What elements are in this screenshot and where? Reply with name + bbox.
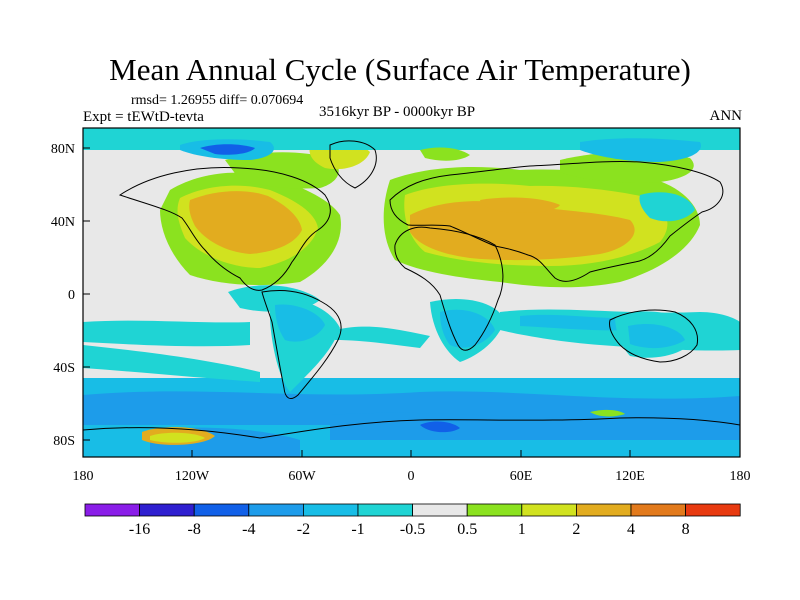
colorbar-label: -4 [242, 521, 255, 538]
colorbar-label: 8 [682, 521, 690, 538]
coastlines [83, 140, 740, 439]
colorbar-bin-3 [248, 503, 304, 517]
lon-axis-labels: 180 120W 60W 0 60E 120E 180 [73, 469, 751, 484]
south-pacific-cool-2 [83, 345, 260, 382]
colorbar-bin-4 [302, 503, 359, 517]
lat-label: 80S [53, 434, 75, 449]
south-america-cool-deep [275, 304, 325, 342]
arctic-cool-3 [580, 138, 701, 162]
antarctic-small-warm [590, 409, 625, 417]
lon-label: 60E [510, 469, 533, 484]
antarctica-outline [83, 417, 740, 439]
australia-outline [609, 309, 699, 363]
south-america-outline [261, 289, 342, 399]
arctic-warm-spot [420, 147, 470, 161]
colorbar-labels: -16 -8 -4 -2 -1 -0.5 0.5 1 2 4 8 [129, 521, 690, 538]
experiment-label: Expt = tEWtD-tevta [83, 109, 204, 125]
season-label: ANN [709, 108, 743, 124]
lat-label: 40S [53, 361, 75, 376]
lon-label: 60W [288, 469, 316, 484]
colorbar-bin-0 [84, 503, 140, 517]
colorbar-label: -0.5 [400, 521, 425, 538]
eurasia-outline [389, 161, 724, 282]
lat-label: 80N [51, 142, 75, 157]
africa-outline [394, 226, 504, 351]
colorbar-bin-6 [412, 503, 468, 517]
colorbar-bin-11 [685, 503, 741, 517]
figure-title: Mean Annual Cycle (Surface Air Temperatu… [109, 52, 691, 87]
colorbar-bin-9 [576, 503, 632, 517]
lon-label: 120W [175, 469, 210, 484]
lat-axis-labels: 80N 40N 0 40S 80S [51, 142, 75, 449]
pacific-north-cool [639, 192, 695, 222]
colorbar-label: 0.5 [457, 521, 477, 538]
antarctic-warm-core [150, 432, 205, 443]
central-asia-strong [480, 197, 560, 213]
lat-label: 0 [68, 288, 75, 303]
colorbar-bin-8 [521, 503, 577, 517]
canada-warm [225, 152, 339, 189]
south-pacific-cool [83, 320, 250, 347]
north-america-outline [118, 167, 331, 291]
map-ticks [83, 147, 631, 457]
period-label: 3516kyr BP - 0000kyr BP [319, 104, 476, 120]
australia-cool-deep [628, 323, 685, 349]
colorbar-label: -1 [351, 521, 364, 538]
lon-label: 0 [408, 469, 415, 484]
antarctic-strong-cool [420, 421, 460, 433]
colorbar [84, 503, 741, 517]
africa-south-cool-deep [440, 309, 495, 348]
colorbar-bin-5 [357, 503, 413, 517]
colorbar-bin-10 [630, 503, 686, 517]
lon-label: 180 [730, 469, 751, 484]
colorbar-bin-2 [193, 503, 250, 517]
colorbar-label: 1 [518, 521, 526, 538]
lat-label: 40N [51, 215, 75, 230]
colorbar-label: -8 [188, 521, 201, 538]
lon-label: 180 [73, 469, 94, 484]
colorbar-bin-1 [139, 503, 195, 517]
colorbar-label: 4 [627, 521, 635, 538]
temperature-field [83, 128, 740, 457]
colorbar-bin-7 [466, 503, 523, 517]
stats-label: rmsd= 1.26955 diff= 0.070694 [131, 93, 304, 108]
colorbar-label: -2 [297, 521, 310, 538]
south-atlantic-cool [335, 326, 430, 348]
colorbar-label: -16 [129, 521, 150, 538]
lon-label: 120E [615, 469, 645, 484]
eurasia-warm-strong [410, 201, 635, 261]
greenland-outline [329, 140, 377, 189]
colorbar-label: 2 [572, 521, 580, 538]
north-america-warm-strong [189, 191, 302, 254]
arctic-cool-2 [200, 144, 255, 155]
